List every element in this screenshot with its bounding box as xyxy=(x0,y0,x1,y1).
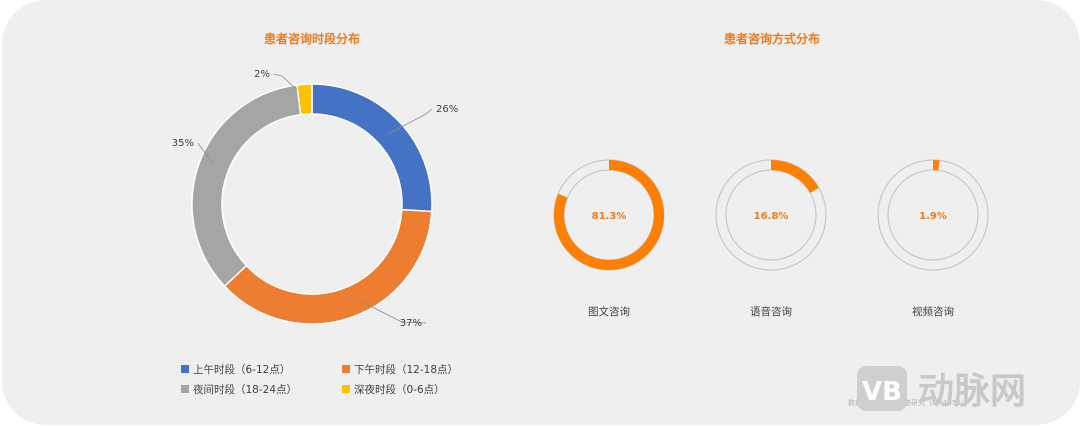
ring-fill xyxy=(771,160,819,193)
legend-swatch xyxy=(342,365,350,373)
legend-swatch xyxy=(181,365,189,373)
data-label: 2% xyxy=(254,69,270,80)
category-label: 图文咨询 xyxy=(588,305,630,318)
legend-label: 上午时段（6-12点） xyxy=(193,363,290,376)
logo-text: 动脉网 xyxy=(918,371,1026,412)
legend-swatch xyxy=(181,385,189,393)
donut-slice xyxy=(311,83,433,213)
legend-swatch xyxy=(342,385,350,393)
donut-slice xyxy=(296,83,313,116)
category-label: 语音咨询 xyxy=(750,305,792,318)
legend-label: 下午时段（12-18点） xyxy=(354,363,458,376)
leader-line xyxy=(197,142,213,163)
donut-slice xyxy=(223,208,433,325)
logo-mark-text: VB xyxy=(862,377,902,407)
leader-line xyxy=(359,300,427,324)
percent-label: 1.9% xyxy=(919,211,947,222)
ring-fill xyxy=(933,160,940,171)
donut-slice xyxy=(191,84,302,288)
chart2-title: 患者咨询方式分布 xyxy=(724,31,820,46)
legend-label: 夜间时段（18-24点） xyxy=(193,383,297,396)
watermark-logo: VB 动脉网 xyxy=(857,366,1026,412)
leader-line xyxy=(273,73,298,91)
chart1-title: 患者咨询时段分布 xyxy=(264,31,360,46)
time-distribution-legend: 上午时段（6-12点） 下午时段（12-18点） 夜间时段（18-24点） 深夜时段（… xyxy=(181,363,458,396)
percent-label: 81.3% xyxy=(592,211,627,222)
data-label: 35% xyxy=(172,138,194,149)
source-note: 数据来源：患者调查研究（N=1055） xyxy=(848,398,968,407)
time-distribution-donut: 26% 37% 35% 2% xyxy=(172,69,458,329)
legend-label: 深夜时段（0-6点） xyxy=(354,383,445,396)
data-label: 37% xyxy=(400,318,422,329)
percent-label: 16.8% xyxy=(754,211,789,222)
category-label: 视频咨询 xyxy=(912,305,954,318)
logo-mark-icon xyxy=(857,366,907,411)
consult-method-donuts: 81.3% 图文咨询 16.8% 语音咨询 1.9% 视频咨询 xyxy=(553,159,989,318)
data-label: 26% xyxy=(436,104,458,115)
leader-line xyxy=(387,108,433,135)
